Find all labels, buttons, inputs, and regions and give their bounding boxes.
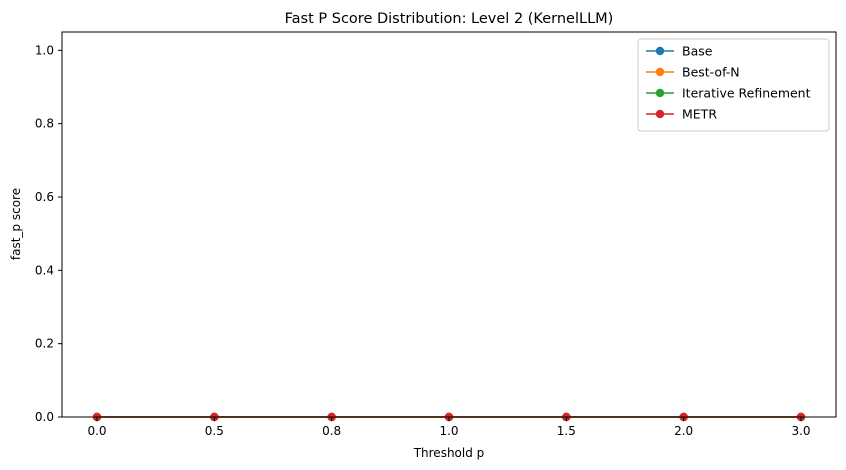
legend-label: Iterative Refinement [682, 86, 811, 101]
x-tick-label: 2.0 [674, 424, 693, 438]
y-tick-label: 0.0 [35, 410, 54, 424]
legend-marker [655, 109, 665, 119]
x-tick-label: 0.8 [322, 424, 341, 438]
y-axis-label: fast_p score [9, 188, 23, 260]
chart-title: Fast P Score Distribution: Level 2 (Kern… [285, 11, 614, 27]
legend-marker [655, 46, 665, 56]
y-tick-label: 1.0 [35, 43, 54, 57]
y-tick-label: 0.2 [35, 337, 54, 351]
x-axis-label: Threshold p [413, 446, 485, 460]
x-axis: 0.0 0.5 0.8 1.0 1.5 2.0 3.0 [87, 417, 811, 438]
x-tick-label: 1.0 [439, 424, 458, 438]
legend-label: Base [682, 44, 713, 59]
y-tick-label: 0.8 [35, 117, 54, 131]
x-tick-label: 3.0 [791, 424, 810, 438]
x-tick-label: 1.5 [557, 424, 576, 438]
legend-label: Best-of-N [682, 65, 740, 80]
y-tick-label: 0.6 [35, 190, 54, 204]
x-tick-label: 0.5 [205, 424, 224, 438]
legend-label: METR [682, 107, 717, 122]
legend-marker [655, 88, 665, 98]
legend: Base Best-of-N Iterative Refinement METR [637, 38, 830, 132]
y-axis: 0.0 0.2 0.4 0.6 0.8 1.0 [35, 43, 62, 424]
legend-frame [637, 38, 830, 132]
x-tick-label: 0.0 [87, 424, 106, 438]
y-tick-label: 0.4 [35, 263, 54, 277]
legend-marker [655, 67, 665, 77]
